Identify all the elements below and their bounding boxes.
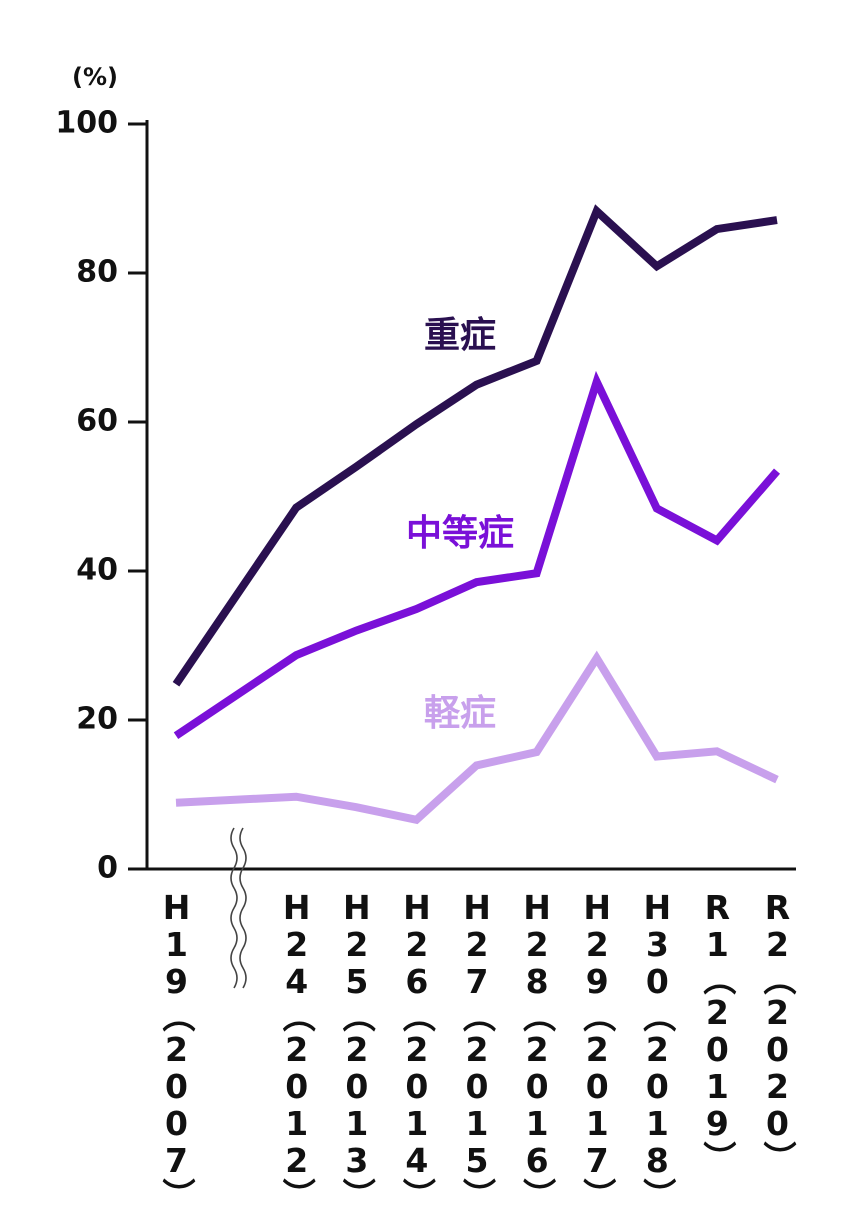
data-line: [173, 370, 781, 739]
x-tick-label: R1（2019）: [697, 888, 737, 1172]
x-tick-label: H25（2013）: [337, 888, 377, 1209]
axis-break: [230, 827, 247, 989]
series-label: 中等症: [406, 513, 514, 554]
x-tick-label: H30（2018）: [637, 888, 677, 1209]
x-tick-label: H28（2016）: [517, 888, 557, 1209]
x-tick-label: H29（2017）: [577, 888, 617, 1209]
x-tick-label: H24（2012）: [277, 888, 317, 1209]
y-tick-label: 40: [76, 553, 118, 588]
data-line: [175, 650, 779, 825]
data-line: [172, 204, 778, 687]
x-tick-label: R2（2020）: [758, 888, 797, 1172]
y-tick-label: 0: [97, 851, 118, 886]
series-label: 軽症: [424, 693, 496, 734]
series-label: 重症: [424, 315, 496, 356]
y-tick-label: 100: [55, 106, 118, 141]
x-tick-label: H19（2007）: [157, 888, 196, 1209]
x-tick-label: H27（2015）: [457, 888, 497, 1209]
unit-label: (%): [72, 63, 118, 91]
y-tick-label: 20: [76, 702, 118, 737]
y-tick-label: 80: [76, 255, 118, 290]
y-tick-label: 60: [76, 404, 118, 439]
x-tick-label: H26（2014）: [397, 888, 437, 1209]
